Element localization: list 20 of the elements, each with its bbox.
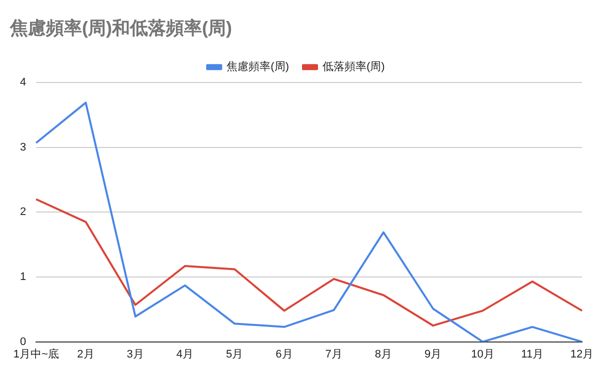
x-tick-label: 11月 xyxy=(521,348,544,360)
y-tick-label: 2 xyxy=(20,206,26,218)
x-tick-label: 6月 xyxy=(276,348,293,360)
y-tick-label: 1 xyxy=(20,271,26,284)
x-tick-label: 1月中~底 xyxy=(13,347,59,360)
x-tick-label: 9月 xyxy=(424,348,442,360)
x-tick-label: 4月 xyxy=(176,348,194,360)
chart-title: 焦慮頻率(周)和低落頻率(周) xyxy=(9,18,232,38)
legend-label: 低落頻率(周) xyxy=(322,60,385,74)
x-tick-label: 2月 xyxy=(77,348,94,360)
x-tick-label: 5月 xyxy=(226,348,244,360)
legend-label: 焦慮頻率(周) xyxy=(226,60,289,74)
y-tick-label: 0 xyxy=(20,336,26,348)
y-tick-label: 4 xyxy=(20,76,26,89)
x-tick-label: 12月 xyxy=(570,348,594,360)
x-tick-label: 3月 xyxy=(126,348,144,360)
x-tick-label: 8月 xyxy=(374,348,392,360)
x-tick-label: 7月 xyxy=(325,348,342,360)
x-tick-label: 10月 xyxy=(471,348,494,360)
y-tick-label: 3 xyxy=(20,141,26,154)
